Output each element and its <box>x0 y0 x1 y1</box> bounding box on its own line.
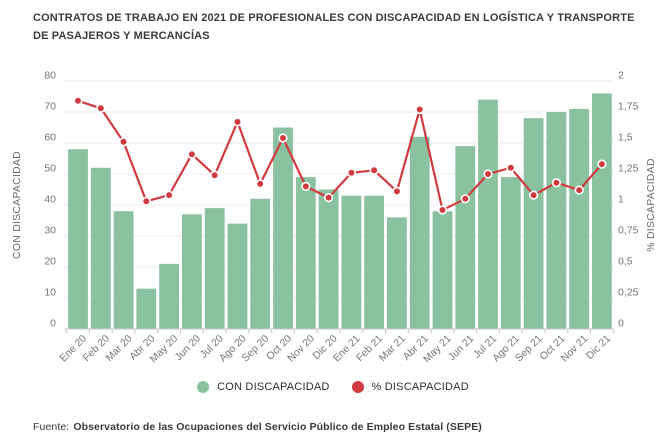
bar-Jul 21[interactable] <box>478 99 498 329</box>
legend-label: % DISCAPACIDAD <box>371 381 469 393</box>
bar-Mar 20[interactable] <box>113 211 134 329</box>
x-axis-label-Dic 21: Dic 21 <box>584 333 613 362</box>
bar-Ago 20[interactable] <box>227 223 248 329</box>
pct-point-Abr 20[interactable] <box>141 196 151 206</box>
pct-point-Abr 21[interactable] <box>415 104 425 115</box>
pct-point-Sep 20[interactable] <box>255 179 265 189</box>
bar-Ago 21[interactable] <box>500 177 521 329</box>
legend-item-pct-discapacidad[interactable]: % DISCAPACIDAD <box>351 381 469 393</box>
pct-point-Oct 20[interactable] <box>278 133 288 143</box>
left-axis-tick-label: 60 <box>44 132 56 144</box>
right-axis-tick-label: 0 <box>618 318 624 330</box>
legend-bar-swatch-icon <box>197 381 210 393</box>
pct-point-Ago 21[interactable] <box>506 163 516 173</box>
pct-point-Ene 20[interactable] <box>73 96 83 106</box>
left-axis-tick-label: 20 <box>44 256 56 268</box>
pct-point-Jun 20[interactable] <box>187 149 197 159</box>
bar-Nov 20[interactable] <box>295 177 316 329</box>
left-axis-tick-label: 0 <box>50 318 56 330</box>
bar-Oct 21[interactable] <box>546 112 567 329</box>
source-text: Observatorio de las Ocupaciones del Serv… <box>73 421 482 433</box>
legend-label: CON DISCAPACIDAD <box>217 381 330 393</box>
pct-point-Nov 21[interactable] <box>574 185 584 195</box>
right-axis-tick-label: 1,25 <box>618 163 639 175</box>
bar-Jul 20[interactable] <box>204 208 225 329</box>
pct-point-Dic 20[interactable] <box>324 193 334 203</box>
bar-Abr 21[interactable] <box>409 136 430 329</box>
right-axis-tick-label: 1,75 <box>618 101 639 113</box>
left-axis-tick-label: 40 <box>44 194 56 206</box>
pct-point-Ago 20[interactable] <box>232 117 243 127</box>
legend-item-con-discapacidad[interactable]: CON DISCAPACIDAD <box>197 381 329 393</box>
left-axis-title: CON DISCAPACIDAD <box>12 151 23 259</box>
pct-point-Sep 21[interactable] <box>528 190 539 200</box>
bar-Abr 20[interactable] <box>136 288 157 329</box>
x-axis-label-Jun 20: Jun 20 <box>173 333 203 363</box>
bar-Mar 21[interactable] <box>387 217 407 329</box>
pct-point-Ene 21[interactable] <box>346 168 357 178</box>
pct-point-Oct 21[interactable] <box>551 178 562 188</box>
pct-point-Mar 21[interactable] <box>392 186 402 196</box>
pct-point-Feb 21[interactable] <box>369 165 379 175</box>
x-axis-label-Jun 21: Jun 21 <box>447 333 477 363</box>
left-axis-tick-label: 50 <box>44 163 56 175</box>
bar-Sep 21[interactable] <box>523 118 544 329</box>
bar-Jun 21[interactable] <box>455 146 476 329</box>
bar-May 21[interactable] <box>432 211 453 329</box>
legend: CON DISCAPACIDAD % DISCAPACIDAD <box>0 381 666 393</box>
bar-Jun 20[interactable] <box>182 214 202 329</box>
pct-point-Mar 20[interactable] <box>118 137 129 147</box>
bar-May 20[interactable] <box>159 263 179 329</box>
x-axis-label-Mar 21: Mar 21 <box>377 333 408 364</box>
left-axis-tick-label: 10 <box>44 287 56 299</box>
right-axis-tick-label: 0,5 <box>618 256 633 268</box>
right-axis-tick-label: 1 <box>618 194 624 206</box>
source-note: Fuente: Observatorio de las Ocupaciones d… <box>33 421 653 433</box>
bar-Feb 20[interactable] <box>90 167 111 329</box>
bar-Sep 20[interactable] <box>250 198 271 329</box>
right-axis-tick-label: 1,5 <box>618 132 633 144</box>
source-prefix: Fuente: <box>33 421 70 433</box>
legend-line-swatch-icon <box>351 381 364 393</box>
bar-Ene 20[interactable] <box>68 149 88 329</box>
chart-title: CONTRATOS DE TRABAJO EN 2021 DE PROFESIO… <box>33 12 635 42</box>
bar-Oct 20[interactable] <box>273 127 293 330</box>
bar-Dic 21[interactable] <box>592 93 612 330</box>
left-axis-tick-label: 80 <box>44 70 56 82</box>
x-axis-label-Mar 20: Mar 20 <box>104 333 135 364</box>
right-axis-tick-label: 2 <box>618 70 624 82</box>
right-axis-tick-label: 0,25 <box>618 287 639 299</box>
pct-point-Dic 21[interactable] <box>597 159 607 169</box>
bar-Dic 20[interactable] <box>318 189 339 330</box>
pct-line <box>76 99 604 212</box>
left-axis-tick-label: 70 <box>44 101 56 113</box>
pct-point-Jul 20[interactable] <box>210 170 220 180</box>
bar-Ene 21[interactable] <box>341 195 362 329</box>
pct-point-Feb 20[interactable] <box>96 103 106 113</box>
pct-point-Jun 21[interactable] <box>460 194 470 204</box>
left-axis-tick-label: 30 <box>44 225 56 237</box>
bar-Nov 21[interactable] <box>569 108 590 330</box>
bar-Feb 21[interactable] <box>364 195 384 329</box>
pct-point-Nov 20[interactable] <box>301 181 311 191</box>
pct-point-May 20[interactable] <box>164 190 174 200</box>
right-axis-title: % DISCAPACIDAD <box>646 158 657 252</box>
right-axis-tick-label: 0,75 <box>618 225 639 237</box>
pct-point-May 21[interactable] <box>437 205 448 215</box>
pct-point-Jul 21[interactable] <box>483 169 493 179</box>
